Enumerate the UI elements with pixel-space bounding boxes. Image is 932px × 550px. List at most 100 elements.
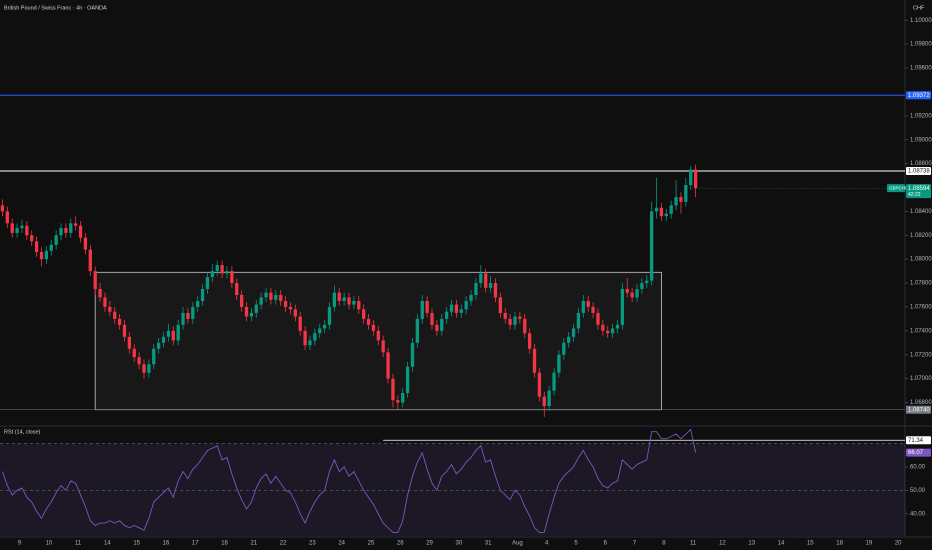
candle-body [454,304,459,313]
price-level-tag [906,166,931,175]
chart-title: British Pound / Swiss Franc · 4h · OANDA [4,5,107,11]
candle-body [498,297,502,313]
candle-body [386,352,390,379]
candle-body [430,312,434,325]
candle-body [181,312,185,325]
candle-body [176,324,180,341]
candle-body [69,223,73,233]
axis-unit: CHF [913,5,925,11]
x-tick-label: Aug [512,541,523,547]
candle-body [274,295,278,300]
price-level-label: 1.06740 [908,407,930,413]
candle-body [342,297,346,301]
candle-body [552,372,556,391]
candle-body [674,197,678,206]
x-tick-label: 29 [426,541,433,547]
candle-body [689,169,693,186]
candle-body [362,309,366,319]
candle-body [435,324,439,331]
candle-body [337,292,341,301]
candle-body [571,328,576,337]
candle-body [166,330,171,337]
candle-body [513,316,517,325]
candle-body [20,225,24,229]
x-tick-label: 10 [45,541,52,547]
candle-body [122,324,127,337]
candle-body [249,312,254,317]
candle-body [366,318,371,325]
candle-body [332,292,337,307]
y-tick-label: 1.07200 [910,352,932,358]
candle-body [391,378,395,401]
y-tick-label: 1.07400 [910,328,932,334]
candle-body [474,283,478,296]
candle-body [479,273,483,284]
candle-body [113,311,117,319]
candle-body [34,241,39,252]
candle-body [225,271,229,274]
candle-body [127,336,132,349]
candle-body [562,342,566,355]
candle-body [376,330,380,341]
candle-body [405,366,410,393]
candle-body [537,372,542,397]
candle-body [415,318,420,343]
candle-body [420,300,424,319]
candle-body [693,169,698,189]
candle-body [25,225,29,236]
candle-body [645,280,649,284]
candle-body [205,277,210,290]
x-tick-label: 6 [604,541,608,547]
x-tick-label: 17 [192,541,199,547]
candle-body [279,295,283,301]
candle-body [186,312,190,319]
x-tick-label: 31 [485,541,492,547]
x-tick-label: 23 [309,541,316,547]
candle-body [444,311,449,319]
candle-body [74,223,78,226]
candle-body [147,364,151,373]
candle-body [59,228,63,236]
y-tick-label: 1.10000 [910,18,932,24]
rsi-title: RSI (14, close) [4,429,41,435]
rsi-y-tick-label: 60.00 [910,464,926,470]
candle-body [352,300,356,305]
candle-body [44,250,49,260]
candle-body [30,235,34,242]
candle-body [659,207,664,217]
x-tick-label: 13 [748,541,755,547]
candle-body [98,289,102,298]
x-tick-label: 15 [133,541,140,547]
x-tick-label: 5 [574,541,578,547]
candle-body [503,312,507,319]
x-tick-label: 9 [18,541,22,547]
y-tick-label: 1.07000 [910,376,932,382]
candle-body [684,185,688,202]
x-tick-label: 25 [368,541,375,547]
x-tick-label: 18 [836,541,843,547]
candle-body [464,300,468,310]
candle-body [83,237,88,250]
candle-body [508,318,512,325]
candle-body [264,292,268,298]
candle-body [630,292,634,298]
candle-body [10,223,14,233]
candle-body [54,235,58,245]
candle-body [488,283,493,288]
x-tick-label: 14 [104,541,111,547]
candle-body [586,300,590,307]
rsi-level-tag [906,436,931,445]
candle-body [327,306,332,325]
y-tick-label: 1.09200 [910,113,932,119]
x-tick-label: 14 [778,541,785,547]
candle-body [191,306,195,319]
candle-body [171,330,175,341]
candle-body [635,289,639,298]
candle-body [567,336,571,343]
y-tick-label: 1.09800 [910,42,932,48]
candle-body [318,328,322,334]
candle-body [523,318,527,334]
candle-body [449,304,454,312]
rsi-last-label: 66.07 [908,450,924,456]
y-tick-label: 1.08400 [910,209,932,215]
